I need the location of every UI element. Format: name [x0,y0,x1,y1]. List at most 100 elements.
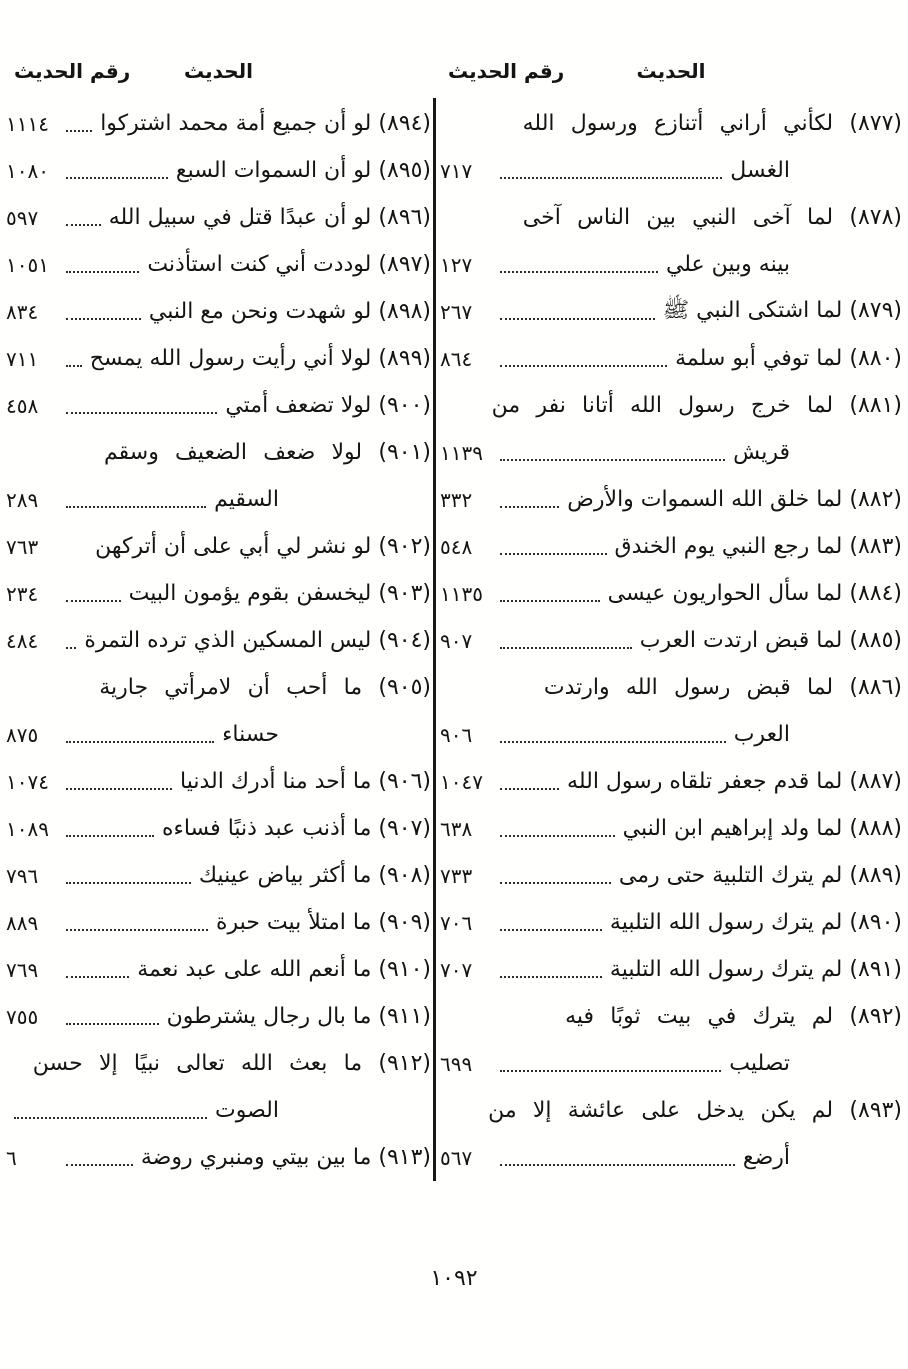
entry-text: (٨٨٦) لما قبض رسول الله وارتدت [543,675,902,700]
dotted-leader [66,223,101,226]
column-header-hadith-number: رقم الحديث [448,59,565,83]
entry-line: (٩١٣) ما بين بيتي ومنبري روضة ٦ [6,1134,431,1181]
dotted-leader [66,505,207,508]
entry-line: (٩٠٢) لو نشر لي أبي على أن أتركهن ٧٦٣ [6,523,431,570]
dotted-leader [66,1022,159,1025]
index-entry: (٨٨٩) لم يترك التلبية حتى رمى ٧٣٣ [440,852,902,899]
entry-line: بينه وبين علي ١٢٧ [440,241,902,288]
entries-right: (٨٧٧) لكأني أراني أتنازع ورسول الله الغسل… [440,100,902,1181]
entry-line: (٩١١) ما بال رجال يشترطون ٧٥٥ [6,993,431,1040]
index-entry: (٨٨٦) لما قبض رسول الله وارتدت العرب ٩٠٦ [440,664,902,758]
index-column-left: الحديث رقم الحديث (٨٩٤) لو أن جميع أمة م… [6,50,433,1181]
index-entry: (٨٩٩) لولا أني رأيت رسول الله يمسح ٧١١ [6,335,431,382]
entry-page-number: ٢٨٩ [6,487,39,512]
entry-text: (٩٠٤) ليس المسكين الذي ترده التمرة [84,628,431,653]
entry-text: الصوت [215,1098,279,1123]
index-entry: (٩١٢) ما بعث الله تعالى نبيًا إلا حسن الص… [6,1040,431,1134]
column-header-left: الحديث رقم الحديث [6,50,431,100]
dotted-leader [66,834,154,837]
dotted-leader [66,176,168,179]
entry-text: العرب [733,722,790,747]
dotted-leader [500,834,615,837]
entry-page-number: ٥٩٧ [6,205,39,230]
entry-page-number: ٧٦٣ [6,534,39,559]
entry-line: (٨٩٥) لو أن السموات السبع ١٠٨٠ [6,147,431,194]
entry-line: (٩٠٥) ما أحب أن لامرأتي جارية [6,664,431,711]
dotted-leader [66,646,77,649]
dotted-leader [500,599,600,602]
entry-line: (٨٩٧) لوددت أني كنت استأذنت ١٠٥١ [6,241,431,288]
index-entry: (٨٨٢) لما خلق الله السموات والأرض ٣٣٢ [440,476,902,523]
entry-page-number: ٩٠٧ [440,628,473,653]
index-entry: (٩٠٤) ليس المسكين الذي ترده التمرة ٤٨٤ [6,617,431,664]
entry-text: (٩١١) ما بال رجال يشترطون [166,1004,431,1029]
entry-text: حسناء [222,722,279,747]
entry-text: (٩٠٢) لو نشر لي أبي على أن أتركهن [95,534,431,559]
index-entry: (٨٨٠) لما توفي أبو سلمة ٨٦٤ [440,335,902,382]
index-columns: الحديث رقم الحديث (٨٧٧) لكأني أراني أتنا… [6,50,902,1181]
dotted-leader [500,458,726,461]
dotted-leader [500,740,726,743]
entry-page-number: ٩٠٦ [440,722,473,747]
entry-text: تصليب [729,1051,790,1076]
entry-line: الغسل ٧١٧ [440,147,902,194]
entry-text: (٩٠٥) ما أحب أن لامرأتي جارية [99,675,431,700]
dotted-leader [500,1069,722,1072]
index-entry: (٩١٠) ما أنعم الله على عبد نعمة ٧٦٩ [6,946,431,993]
index-entry: (٨٧٧) لكأني أراني أتنازع ورسول الله الغسل… [440,100,902,194]
entry-page-number: ٦ [6,1145,17,1170]
entry-page-number: ٢٣٤ [6,581,39,606]
entry-line: (٨٨٣) لما رجع النبي يوم الخندق ٥٤٨ [440,523,902,570]
entry-line: (٩٠٦) ما أحد منا أدرك الدنيا ١٠٧٤ [6,758,431,805]
index-entry: (٨٨٤) لما سأل الحواريون عيسى ١١٣٥ [440,570,902,617]
entry-text: (٨٨٥) لما قبض ارتدت العرب [639,628,902,653]
index-entry: (٨٩٠) لم يترك رسول الله التلبية ٧٠٦ [440,899,902,946]
entry-line: (٩٠٤) ليس المسكين الذي ترده التمرة ٤٨٤ [6,617,431,664]
index-entry: (٩٠٠) لولا تضعف أمتي ٤٥٨ [6,382,431,429]
dotted-leader [66,317,141,320]
entry-line: (٨٩٢) لم يترك في بيت ثوبًا فيه [440,993,902,1040]
entry-text: (٨٩١) لم يترك رسول الله التلبية [609,957,902,982]
entry-page-number: ١١١٤ [6,111,49,136]
entry-line: (٨٧٧) لكأني أراني أتنازع ورسول الله [440,100,902,147]
index-entry: (٩٠٢) لو نشر لي أبي على أن أتركهن ٧٦٣ [6,523,431,570]
entry-text: (٨٨١) لما خرج رسول الله أتانا نفر من [491,393,902,418]
index-entry: (٨٧٨) لما آخى النبي بين الناس آخى بينه وب… [440,194,902,288]
dotted-leader [66,129,93,132]
entry-page-number: ١٠٨٩ [6,816,49,841]
entry-text: (٨٨٢) لما خلق الله السموات والأرض [567,487,902,512]
entry-text: (٩٠١) لولا ضعف الضعيف وسقم [104,440,431,465]
dotted-leader [500,364,668,367]
entry-page-number: ١١٣٥ [440,581,483,606]
entry-text: (٩٠٧) ما أذنب عبد ذنبًا فساءه [161,816,431,841]
entry-page-number: ٨٧٥ [6,722,39,747]
entry-line: (٩٠٩) ما امتلأ بيت حبرة ٨٨٩ [6,899,431,946]
entry-line: (٨٧٨) لما آخى النبي بين الناس آخى [440,194,902,241]
entry-line: السقيم ٢٨٩ [6,476,431,523]
entry-line: (٨٨٩) لم يترك التلبية حتى رمى ٧٣٣ [440,852,902,899]
index-column-right: الحديث رقم الحديث (٨٧٧) لكأني أراني أتنا… [436,50,902,1181]
dotted-leader [500,646,632,649]
entry-page-number: ٢٦٧ [440,299,473,324]
entry-page-number: ١٠٥١ [6,252,49,277]
entry-line: أرضع ٥٦٧ [440,1134,902,1181]
entry-line: حسناء ٨٧٥ [6,711,431,758]
entry-line: (٨٩٨) لو شهدت ونحن مع النبي ٨٣٤ [6,288,431,335]
entry-text: السقيم [214,487,279,512]
index-entry: (٩١٣) ما بين بيتي ومنبري روضة ٦ [6,1134,431,1181]
entry-line: (٩٠٣) ليخسفن بقوم يؤمون البيت ٢٣٤ [6,570,431,617]
entry-text: (٨٩٣) لم يكن يدخل على عائشة إلا من [488,1098,902,1123]
index-entry: (٨٩٦) لو أن عبدًا قتل في سبيل الله ٥٩٧ [6,194,431,241]
index-entry: (٨٩٥) لو أن السموات السبع ١٠٨٠ [6,147,431,194]
entry-text: (٩١٢) ما بعث الله تعالى نبيًا إلا حسن [32,1051,431,1076]
dotted-leader [500,881,611,884]
index-entry: (٨٩١) لم يترك رسول الله التلبية ٧٠٧ [440,946,902,993]
column-header-hadith-number: رقم الحديث [14,59,131,83]
entry-text: (٨٨٤) لما سأل الحواريون عيسى [607,581,902,606]
entry-page-number: ١٠٤٧ [440,769,483,794]
dotted-leader [500,505,560,508]
dotted-leader [66,1163,133,1166]
entry-page-number: ٧١١ [6,346,39,371]
entry-text: (٩٠٠) لولا تضعف أمتي [225,393,431,418]
dotted-leader [66,928,208,931]
